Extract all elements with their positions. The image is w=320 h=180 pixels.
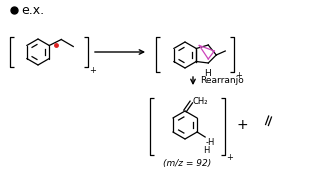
Text: Rearranjo: Rearranjo [200, 75, 244, 84]
Text: +: + [89, 66, 96, 75]
Text: H: H [204, 69, 211, 78]
Text: +: + [236, 118, 248, 132]
Text: -H: -H [205, 138, 214, 147]
Text: (m/z = 92): (m/z = 92) [164, 159, 212, 168]
Text: +: + [226, 153, 233, 162]
Text: CH₂: CH₂ [192, 98, 208, 107]
Text: H: H [203, 146, 210, 155]
Text: +: + [235, 71, 242, 80]
Text: e.x.: e.x. [21, 3, 44, 17]
